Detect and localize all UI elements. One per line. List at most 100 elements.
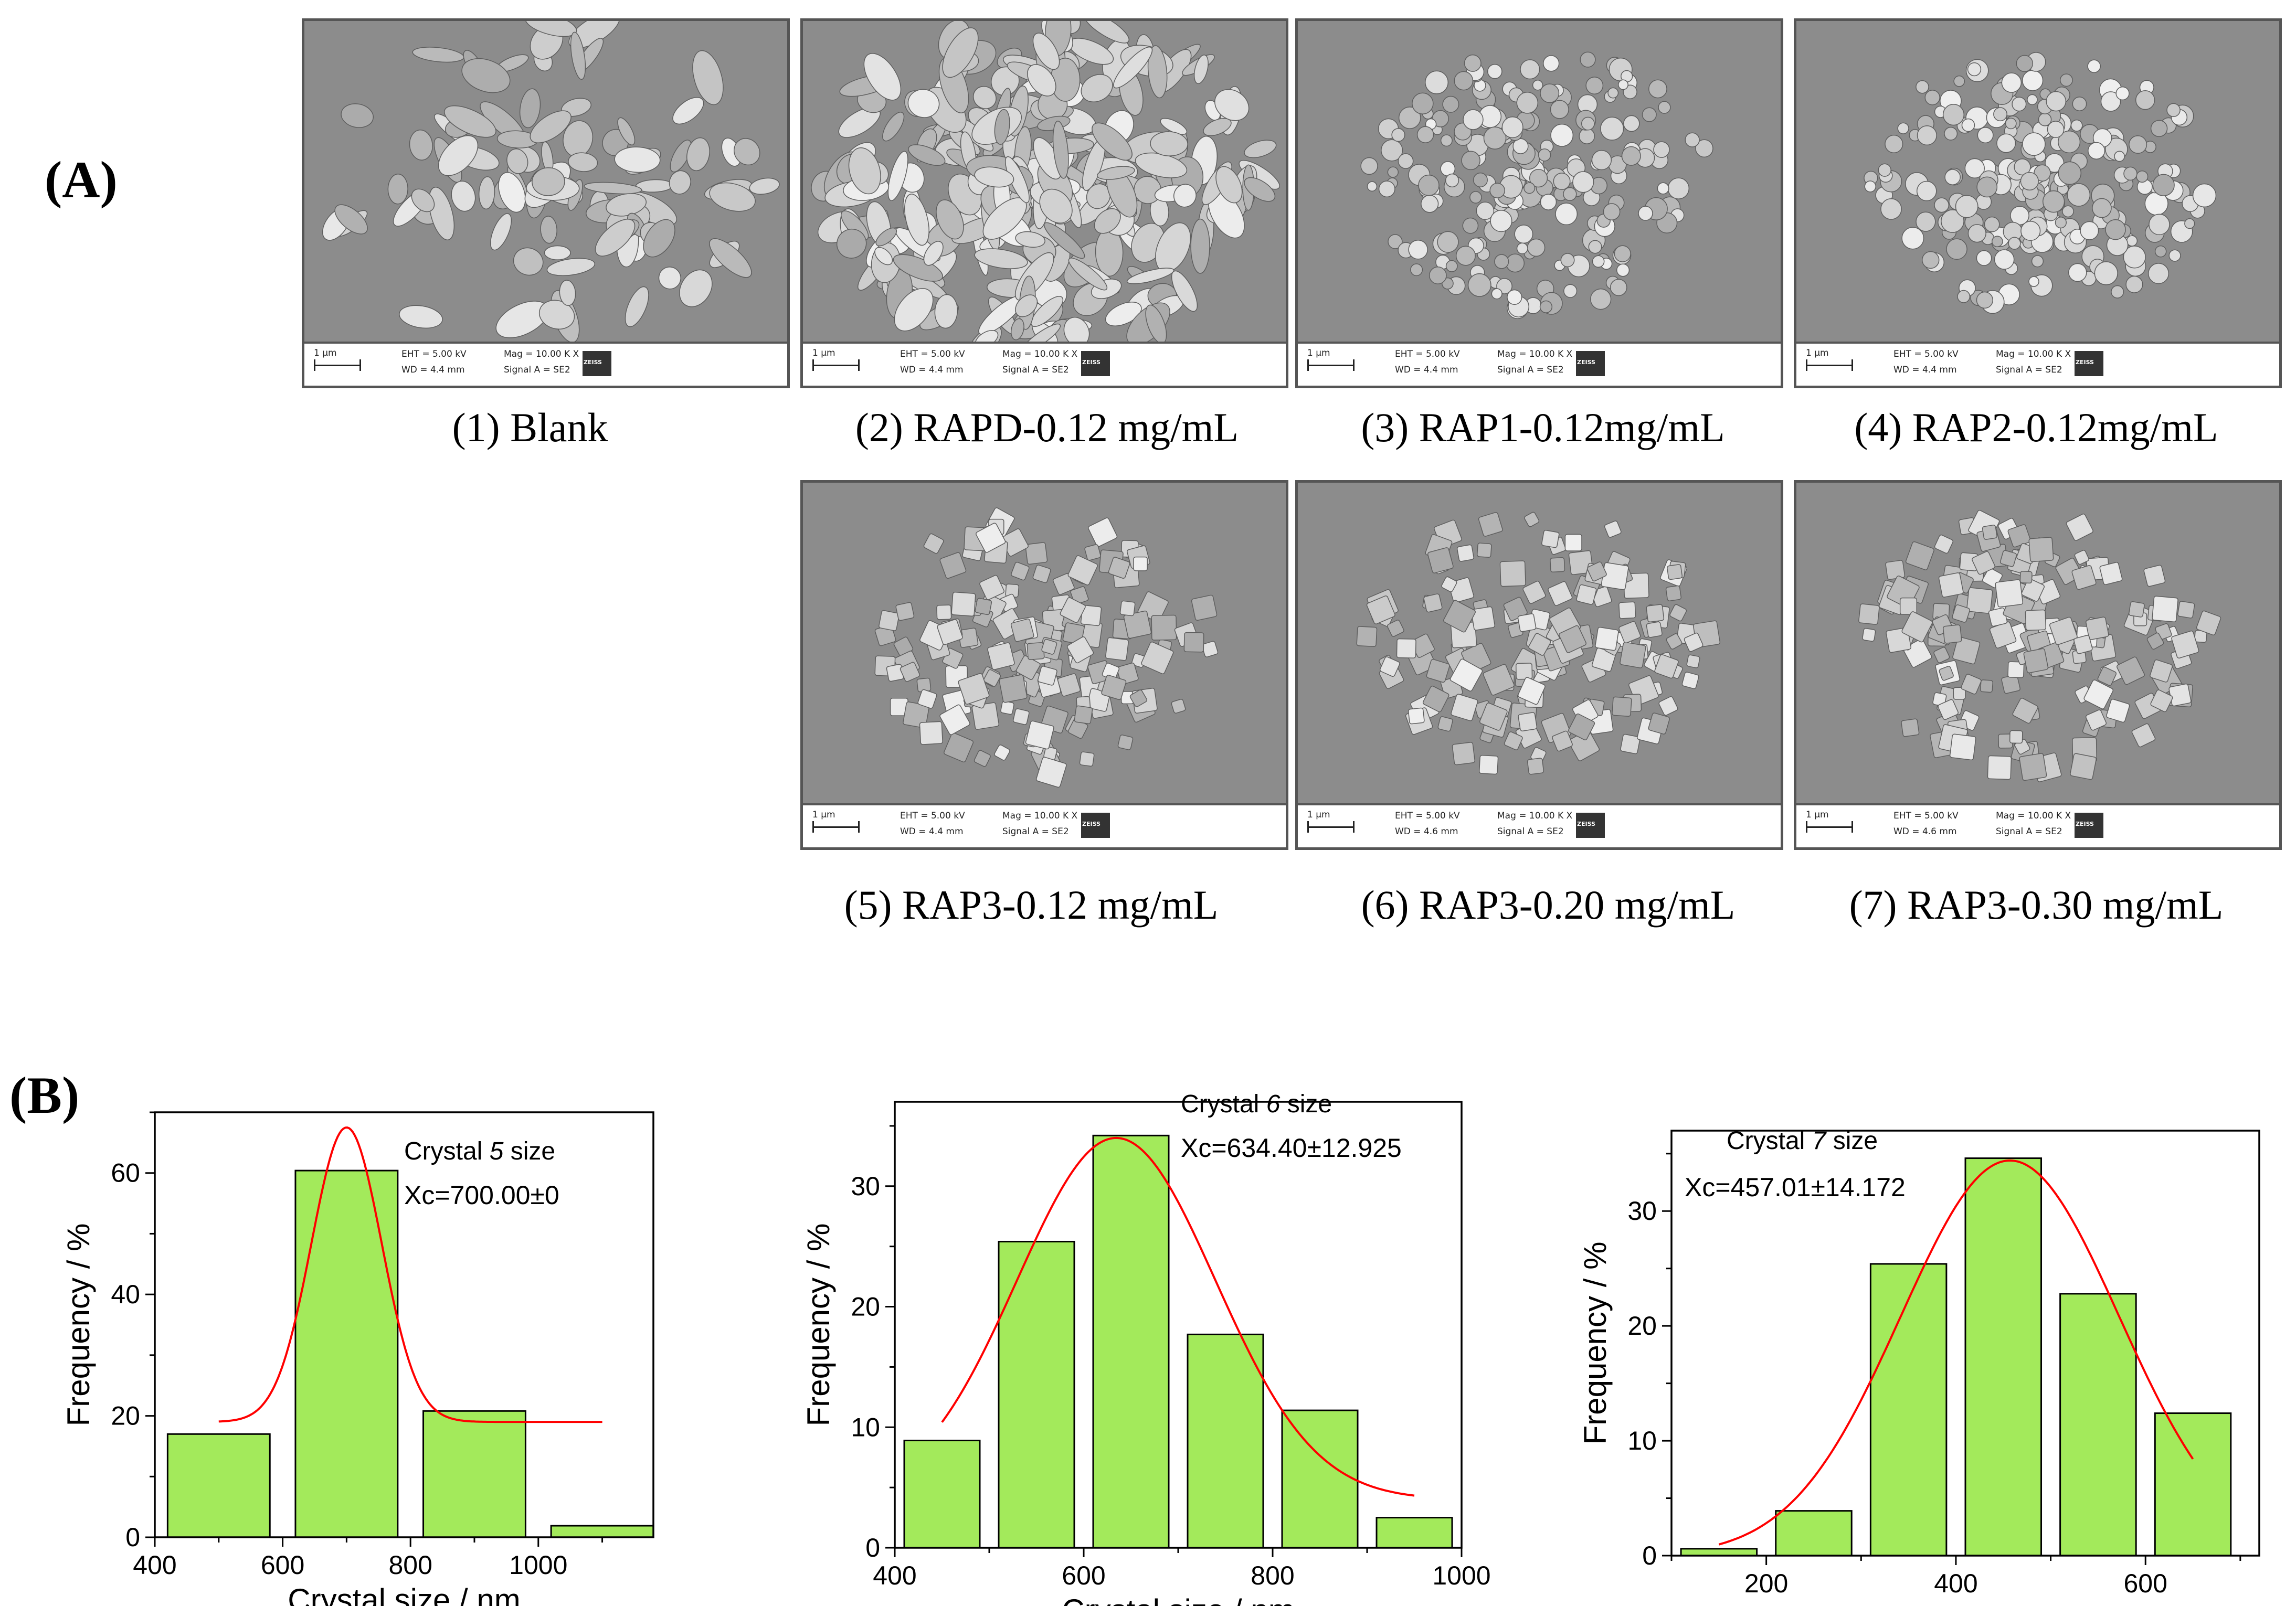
y-tick-label: 30 <box>851 1172 880 1201</box>
histogram-bar-5 <box>1281 1409 1359 1549</box>
y-tick-label: 20 <box>851 1292 880 1322</box>
wd-label: WD = 4.4 mm <box>1395 365 1458 375</box>
eht-label: EHT = 5.00 kV <box>900 349 965 359</box>
y-tick-label: 20 <box>1627 1311 1657 1341</box>
x-tick-label: 1000 <box>1432 1561 1490 1590</box>
y-axis-label: Frequency / % <box>801 1224 836 1427</box>
zeiss-logo: ZEISS <box>2075 351 2103 376</box>
y-tick-label: 0 <box>865 1533 880 1562</box>
scale-bar <box>314 359 361 371</box>
x-tick-label: 600 <box>2124 1569 2167 1598</box>
xc-annotation: Xc=634.40±12.925 <box>1181 1133 1402 1163</box>
x-tick-label: 800 <box>1251 1561 1294 1590</box>
mag-label: Mag = 10.00 K X <box>1996 349 2071 359</box>
scale-label: 1 µm <box>812 348 835 358</box>
histogram-bar-2 <box>294 1169 399 1538</box>
sem-caption-1: (1) Blank <box>452 405 608 450</box>
plot-frame <box>1670 1130 2260 1557</box>
eht-label: EHT = 5.00 kV <box>1395 349 1460 359</box>
x-tick-label: 1000 <box>509 1550 567 1580</box>
sem-micrograph <box>1298 483 1781 805</box>
y-tick-label: 40 <box>111 1280 140 1309</box>
scale-bar <box>812 359 860 371</box>
histogram-bar-3 <box>1869 1263 1948 1557</box>
sem-image-2: 1 µm EHT = 5.00 kV WD = 4.4 mm Mag = 10.00 … <box>800 18 1288 388</box>
sem-caption-2: (2) RAPD-0.12 mg/mL <box>855 405 1239 450</box>
signal-label: Signal A = SE2 <box>1497 365 1564 375</box>
gaussian-fit-line <box>218 1126 602 1423</box>
wd-label: WD = 4.4 mm <box>900 826 964 837</box>
x-tick-label: 200 <box>1744 1569 1788 1598</box>
signal-label: Signal A = SE2 <box>1002 365 1069 375</box>
chart-title: Crystal 5 size <box>404 1137 555 1165</box>
histogram-bar-5 <box>2059 1293 2137 1557</box>
x-tick-label: 600 <box>261 1550 304 1580</box>
x-axis-label: Crystal size / nm <box>1849 1601 2081 1606</box>
wd-label: WD = 4.6 mm <box>1893 826 1957 837</box>
sem-image-3: 1 µm EHT = 5.00 kV WD = 4.4 mm Mag = 10.00 … <box>1295 18 1783 388</box>
x-tick-label: 600 <box>1062 1561 1105 1590</box>
histogram-crystal-6: 400 600 800 1000 0 10 20 30 Crystal size / nm Fre… <box>801 1090 1490 1606</box>
histogram-bar-2 <box>1775 1510 1853 1557</box>
y-tick-label: 0 <box>1642 1541 1657 1570</box>
gaussian-fit-line <box>941 1136 1415 1497</box>
y-tick-label: 60 <box>111 1158 140 1188</box>
y-tick-label: 10 <box>1627 1426 1657 1455</box>
scale-label: 1 µm <box>1806 810 1829 820</box>
x-tick-label: 400 <box>133 1550 176 1580</box>
scale-bar <box>1307 821 1355 833</box>
histogram-crystal-7: 200 400 600 0 10 20 30 Crystal size / nm Frequen… <box>1578 1127 2260 1606</box>
scale-bar <box>1307 359 1355 371</box>
histogram-bar-3 <box>422 1410 526 1538</box>
y-axis-label: Frequency / % <box>1578 1242 1613 1445</box>
sem-info-bar: 1 µm EHT = 5.00 kV WD = 4.4 mm Mag = 10.00 … <box>304 342 787 386</box>
sem-micrograph <box>803 483 1286 805</box>
mag-label: Mag = 10.00 K X <box>1002 811 1078 821</box>
histogram-bar-6 <box>2154 1412 2232 1557</box>
x-axis-label: Crystal size / nm <box>288 1582 520 1606</box>
sem-info-bar: 1 µm EHT = 5.00 kV WD = 4.4 mm Mag = 10.00 … <box>1298 342 1781 386</box>
y-axis-label: Frequency / % <box>61 1224 96 1427</box>
sem-image-5: 1 µm EHT = 5.00 kV WD = 4.4 mm Mag = 10.00 … <box>800 480 1288 850</box>
histogram-bar-1 <box>166 1433 271 1538</box>
x-tick-label: 400 <box>1934 1569 1977 1598</box>
wd-label: WD = 4.6 mm <box>1395 826 1458 837</box>
sem-info-bar: 1 µm EHT = 5.00 kV WD = 4.6 mm Mag = 10.00 … <box>1796 803 2279 847</box>
sem-image-7: 1 µm EHT = 5.00 kV WD = 4.6 mm Mag = 10.00 … <box>1794 480 2282 850</box>
histogram-bar-2 <box>998 1240 1075 1549</box>
x-axis-label: Crystal size / nm <box>1062 1593 1294 1606</box>
mag-label: Mag = 10.00 K X <box>504 349 579 359</box>
signal-label: Signal A = SE2 <box>1497 826 1564 837</box>
mag-label: Mag = 10.00 K X <box>1497 349 1573 359</box>
scale-label: 1 µm <box>1806 348 1829 358</box>
zeiss-logo: ZEISS <box>1576 351 1605 376</box>
eht-label: EHT = 5.00 kV <box>1893 811 1959 821</box>
mag-label: Mag = 10.00 K X <box>1996 811 2071 821</box>
y-tick-label: 10 <box>851 1412 880 1442</box>
scale-bar <box>1806 821 1853 833</box>
zeiss-logo: ZEISS <box>1081 351 1110 376</box>
sem-caption-6: (6) RAP3-0.20 mg/mL <box>1361 882 1736 928</box>
wd-label: WD = 4.4 mm <box>1893 365 1957 375</box>
sem-info-bar: 1 µm EHT = 5.00 kV WD = 4.4 mm Mag = 10.00 … <box>803 803 1286 847</box>
histogram-bar-4 <box>1187 1333 1264 1549</box>
scale-bar <box>812 821 860 833</box>
x-tick-label: 800 <box>388 1550 432 1580</box>
sem-info-bar: 1 µm EHT = 5.00 kV WD = 4.4 mm Mag = 10.00 … <box>1796 342 2279 386</box>
histogram-bar-1 <box>903 1440 981 1549</box>
signal-label: Signal A = SE2 <box>1996 826 2062 837</box>
scale-label: 1 µm <box>1307 348 1330 358</box>
zeiss-logo: ZEISS <box>583 351 611 376</box>
signal-label: Signal A = SE2 <box>1002 826 1069 837</box>
eht-label: EHT = 5.00 kV <box>1893 349 1959 359</box>
panel-a-label: (A) <box>45 151 118 209</box>
sem-caption-5: (5) RAP3-0.12 mg/mL <box>844 882 1219 928</box>
sem-info-bar: 1 µm EHT = 5.00 kV WD = 4.4 mm Mag = 10.00 … <box>803 342 1286 386</box>
histogram-bar-6 <box>1376 1517 1453 1549</box>
sem-image-6: 1 µm EHT = 5.00 kV WD = 4.6 mm Mag = 10.00 … <box>1295 480 1783 850</box>
panel-b-label: (B) <box>9 1066 80 1124</box>
histogram-crystal-5: 400 600 800 1000 0 20 40 60 Crystal size / nm Fre… <box>61 1111 654 1606</box>
scale-label: 1 µm <box>812 810 835 820</box>
eht-label: EHT = 5.00 kV <box>1395 811 1460 821</box>
scale-label: 1 µm <box>1307 810 1330 820</box>
